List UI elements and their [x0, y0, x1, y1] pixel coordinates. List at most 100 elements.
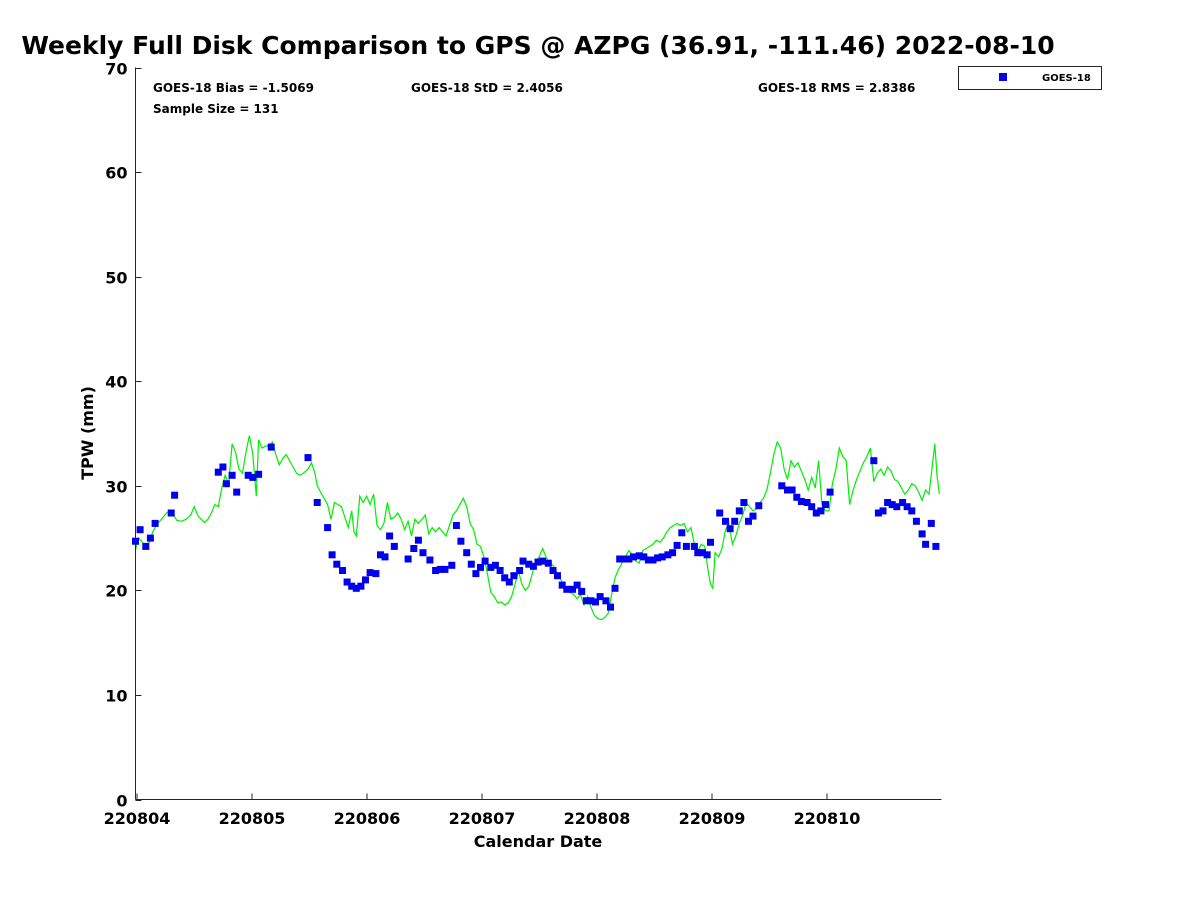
- goes-point: [167, 509, 175, 517]
- x-axis-ticks: 220804 220805 220806 220807 220808 220809 2208…: [104, 793, 861, 828]
- goes-point: [716, 509, 724, 517]
- goes-point: [879, 507, 887, 515]
- goes-point: [558, 581, 566, 589]
- goes-point: [817, 507, 825, 515]
- goes-point: [826, 488, 834, 496]
- goes-point: [386, 532, 394, 540]
- goes-point: [249, 473, 257, 481]
- y-tick-label: 40: [105, 373, 127, 392]
- goes-point: [640, 553, 648, 561]
- rms-stat: GOES-18 RMS = 2.8386: [758, 81, 915, 95]
- goes-point: [735, 507, 743, 515]
- goes-point: [703, 551, 711, 559]
- goes-point: [778, 482, 786, 490]
- goes-point: [673, 541, 681, 549]
- goes-point: [602, 597, 610, 605]
- goes-point: [352, 584, 360, 592]
- goes-point: [366, 569, 374, 577]
- goes-point: [731, 517, 739, 525]
- goes-point: [793, 493, 801, 501]
- goes-point: [644, 556, 652, 564]
- goes-point: [707, 538, 714, 546]
- y-tick-label: 50: [105, 269, 127, 288]
- y-tick-label: 30: [105, 478, 127, 497]
- goes-point: [611, 584, 619, 592]
- goes-point: [596, 593, 604, 601]
- chart-title: Weekly Full Disk Comparison to GPS @ AZP…: [21, 31, 1054, 60]
- goes-point: [870, 457, 878, 465]
- goes-point: [491, 561, 499, 569]
- goes-point: [304, 454, 312, 462]
- goes-point: [927, 519, 935, 527]
- x-tick-label: 220806: [334, 809, 401, 828]
- goes-point: [569, 585, 576, 593]
- y-tick-label: 0: [116, 792, 127, 811]
- goes-point: [426, 556, 434, 564]
- sample-size-stat: Sample Size = 131: [153, 102, 279, 116]
- goes-point: [803, 499, 811, 506]
- legend-label-goes: GOES-18: [1042, 73, 1091, 84]
- goes-point: [563, 585, 571, 593]
- x-tick-label: 220809: [679, 809, 746, 828]
- legend-marker-goes: [999, 73, 1007, 81]
- goes-point: [519, 557, 527, 565]
- goes-point: [136, 526, 144, 534]
- goes-point: [808, 503, 816, 511]
- goes-point: [516, 567, 524, 574]
- goes-point: [146, 534, 154, 542]
- goes-point: [481, 557, 489, 565]
- goes-point: [404, 555, 412, 563]
- goes-point: [348, 582, 356, 590]
- goes-point: [654, 554, 662, 562]
- goes-point: [578, 587, 586, 595]
- goes-point: [664, 551, 672, 559]
- goes-point: [244, 471, 252, 479]
- goes-point: [362, 576, 369, 584]
- goes-point: [452, 522, 460, 529]
- y-tick-label: 60: [105, 164, 127, 183]
- goes-point: [390, 542, 398, 550]
- y-axis-title: TPW (mm): [78, 386, 97, 480]
- goes-point: [690, 542, 698, 550]
- goes-point: [142, 542, 150, 550]
- goes-point: [448, 561, 456, 569]
- goes-point: [324, 524, 332, 532]
- y-axis-ticks: 0 10 20 30 40 50 60 70: [105, 60, 142, 811]
- x-axis-title: Calendar Date: [474, 832, 603, 851]
- goes-point: [874, 509, 882, 517]
- goes-point: [788, 486, 796, 494]
- goes-point: [151, 519, 159, 527]
- goes-point: [625, 555, 633, 563]
- goes-point: [467, 560, 475, 568]
- goes-point: [822, 501, 829, 509]
- goes-point: [812, 509, 820, 517]
- goes-point: [549, 567, 557, 574]
- y-tick-label: 10: [105, 687, 127, 706]
- goes-point: [501, 574, 509, 582]
- stats-annotations: GOES-18 Bias = -1.5069 GOES-18 StD = 2.4…: [153, 81, 915, 116]
- goes-point: [436, 565, 444, 573]
- goes-point: [620, 555, 628, 563]
- plot-area: [132, 67, 942, 800]
- goes-point: [381, 553, 389, 561]
- goes-point: [582, 597, 590, 605]
- goes-point: [529, 562, 537, 570]
- goes-point: [472, 570, 480, 578]
- x-tick-label: 220804: [104, 809, 171, 828]
- x-tick-label: 220810: [794, 809, 861, 828]
- goes-point: [357, 582, 365, 590]
- goes-point: [214, 468, 222, 476]
- goes-point: [228, 471, 236, 479]
- goes-point: [457, 537, 465, 545]
- y-tick-label: 70: [105, 60, 127, 79]
- goes-point: [534, 558, 542, 566]
- y-tick-label: 20: [105, 582, 127, 601]
- goes-point: [607, 603, 614, 611]
- goes-point: [797, 498, 805, 505]
- goes-point: [722, 517, 729, 525]
- goes-point: [313, 499, 321, 506]
- goes-point: [441, 565, 449, 573]
- goes-point: [682, 542, 690, 550]
- goes-point: [630, 553, 637, 561]
